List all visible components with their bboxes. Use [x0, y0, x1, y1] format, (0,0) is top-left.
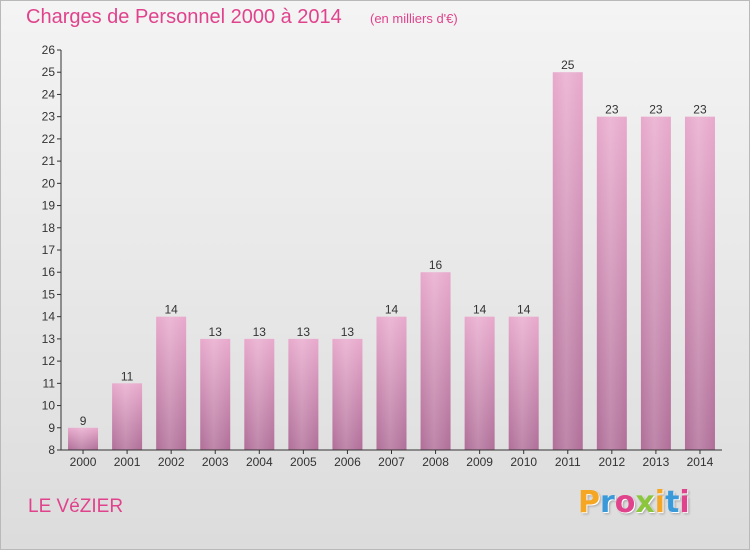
data-label: 16 — [429, 258, 443, 272]
bar-sheen — [376, 316, 407, 450]
data-label: 23 — [605, 103, 619, 117]
y-tick-label: 12 — [42, 354, 56, 368]
bar-sheen — [156, 316, 187, 450]
bar-sheen — [596, 116, 627, 451]
x-tick-label: 2008 — [422, 455, 449, 469]
data-label: 13 — [341, 325, 355, 339]
y-tick-label: 18 — [42, 221, 56, 235]
brand-letter: P — [578, 485, 600, 520]
y-tick-label: 13 — [42, 332, 56, 346]
bar-sheen — [420, 272, 451, 450]
bar-sheen — [68, 427, 99, 450]
brand-letter: r — [600, 485, 615, 520]
x-tick-label: 2004 — [246, 455, 273, 469]
bar-sheen — [508, 316, 539, 450]
bar-sheen — [244, 338, 275, 450]
x-tick-label: 2014 — [687, 455, 714, 469]
chart-subtitle: (en milliers d'€) — [370, 11, 458, 26]
data-label: 14 — [473, 303, 487, 317]
brand-letter: i — [654, 485, 666, 520]
data-label: 9 — [80, 414, 87, 428]
data-label: 14 — [517, 303, 531, 317]
brand-letter: t — [665, 485, 680, 520]
data-label: 13 — [253, 325, 267, 339]
y-tick-label: 11 — [43, 376, 56, 390]
x-tick-label: 2013 — [643, 455, 670, 469]
y-tick-label: 25 — [42, 65, 56, 79]
y-tick-label: 23 — [42, 110, 56, 124]
y-tick-label: 22 — [42, 132, 56, 146]
x-tick-label: 2009 — [466, 455, 493, 469]
brand-logo: Proxiti — [578, 485, 690, 520]
data-label: 13 — [209, 325, 223, 339]
y-tick-label: 15 — [42, 287, 56, 301]
y-tick-label: 8 — [48, 443, 55, 457]
bar-sheen — [200, 338, 231, 450]
data-label: 25 — [561, 58, 575, 72]
y-tick-label: 20 — [42, 176, 56, 190]
x-tick-label: 2006 — [334, 455, 361, 469]
x-tick-label: 2005 — [290, 455, 317, 469]
y-tick-label: 19 — [42, 199, 56, 213]
y-tick-label: 24 — [42, 87, 56, 101]
y-tick-label: 26 — [42, 43, 56, 57]
x-tick-label: 2000 — [70, 455, 97, 469]
data-label: 14 — [385, 303, 399, 317]
brand-letter: i — [679, 485, 690, 520]
x-tick-label: 2001 — [114, 455, 141, 469]
x-tick-label: 2011 — [555, 455, 581, 469]
y-tick-label: 14 — [42, 310, 56, 324]
y-axis: 8 9 10 11 12 13 14 15 16 17 18 19 20 21 22 23 24 25 26 — [42, 43, 62, 457]
bar-sheen — [332, 338, 363, 450]
data-label: 14 — [164, 303, 178, 317]
bar-sheen — [684, 116, 715, 451]
x-tick-label: 2002 — [158, 455, 185, 469]
bars: 9 11 14 13 13 13 13 14 16 14 14 25 23 23 23 — [68, 58, 715, 451]
x-tick-label: 2012 — [598, 455, 625, 469]
chart-title: Charges de Personnel 2000 à 2014 — [26, 6, 342, 28]
y-tick-label: 9 — [48, 421, 55, 435]
brand-letter: x — [635, 485, 655, 520]
place-name: LE VéZIER — [28, 496, 124, 517]
data-label: 23 — [693, 103, 707, 117]
bar-sheen — [640, 116, 671, 451]
x-tick-label: 2003 — [202, 455, 229, 469]
x-axis: 2000 2001 2002 2003 2004 2005 2006 2007 2008 2009… — [61, 449, 722, 469]
data-label: 13 — [297, 325, 311, 339]
y-tick-label: 21 — [42, 154, 56, 168]
bar-sheen — [464, 316, 495, 450]
data-label: 11 — [121, 369, 134, 383]
x-tick-label: 2010 — [510, 455, 537, 469]
y-tick-label: 16 — [42, 265, 56, 279]
y-tick-label: 17 — [42, 243, 56, 257]
brand-letter: o — [614, 485, 636, 520]
bar-sheen — [288, 338, 319, 450]
bar-sheen — [112, 383, 143, 450]
x-tick-label: 2007 — [378, 455, 405, 469]
y-tick-label: 10 — [42, 399, 56, 413]
bar-sheen — [552, 72, 583, 450]
data-label: 23 — [649, 103, 663, 117]
